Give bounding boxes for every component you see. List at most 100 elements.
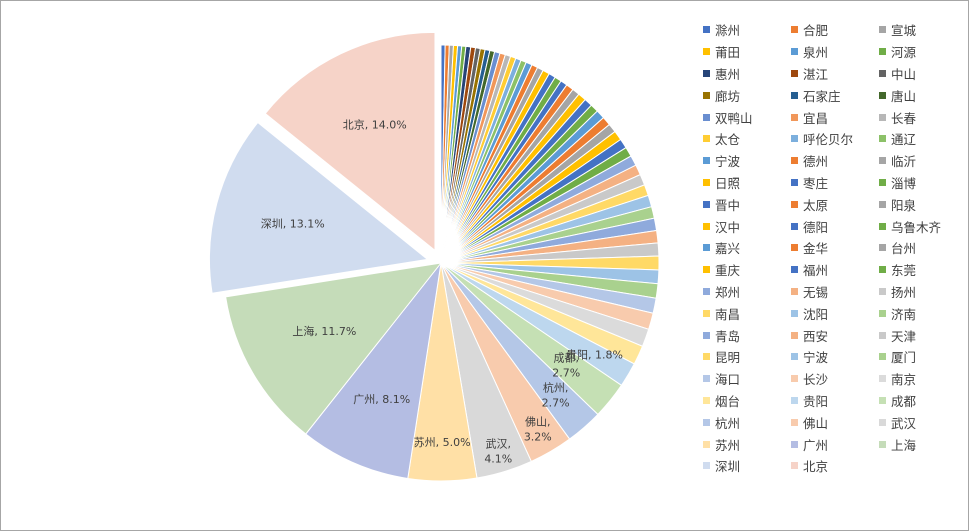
- legend-label: 德阳: [803, 219, 829, 235]
- legend-label: 南京: [891, 372, 917, 388]
- legend-item: 扬州: [879, 281, 963, 303]
- legend-label: 中山: [891, 66, 917, 82]
- legend-label: 长春: [891, 110, 917, 126]
- legend-item: 乌鲁木齐: [879, 215, 963, 237]
- legend-label: 双鸭山: [715, 110, 753, 126]
- legend-swatch: [791, 178, 798, 186]
- legend-item: 南京: [879, 368, 963, 390]
- data-label: 深圳, 13.1%: [261, 217, 325, 230]
- legend-swatch: [879, 266, 886, 274]
- legend-item: 南昌: [703, 302, 791, 324]
- legend-swatch: [879, 135, 886, 143]
- legend-item: 东莞: [879, 259, 963, 281]
- legend-swatch: [791, 69, 798, 77]
- legend-item: 武汉: [879, 411, 963, 433]
- legend-item: 滁州: [703, 19, 791, 41]
- legend-swatch: [879, 200, 886, 208]
- legend-label: 唐山: [891, 88, 917, 104]
- legend-swatch: [791, 418, 798, 426]
- pie-slice: [208, 121, 429, 294]
- legend-label: 昆明: [715, 350, 741, 366]
- legend-item: 重庆: [703, 259, 791, 281]
- legend-swatch: [703, 309, 710, 317]
- legend-item: 合肥: [791, 19, 879, 41]
- legend-label: 临沂: [891, 154, 917, 170]
- legend-item: 深圳: [703, 455, 791, 477]
- legend-label: 呼伦贝尔: [803, 132, 854, 148]
- legend-item: 湛江: [791, 63, 879, 85]
- legend-label: 宁波: [803, 350, 829, 366]
- legend-item: 昆明: [703, 346, 791, 368]
- pie-chart: 北京, 14.0% 深圳, 13.1% 上海, 11.7% 广州, 8.1% 苏州, 5…: [208, 31, 660, 482]
- data-label: 广州, 8.1%: [353, 393, 410, 406]
- legend-item: 长春: [879, 106, 963, 128]
- legend-label: 佛山: [803, 415, 829, 431]
- legend-label: 德州: [803, 154, 829, 170]
- legend-item: 杭州: [703, 411, 791, 433]
- legend-label: 太原: [803, 197, 829, 213]
- legend-label: 贵阳: [803, 393, 829, 409]
- legend-item: 烟台: [703, 390, 791, 412]
- legend-item: 日照: [703, 172, 791, 194]
- legend-swatch: [879, 26, 886, 34]
- legend-label: 太仓: [715, 132, 741, 148]
- legend-item: 枣庄: [791, 172, 879, 194]
- legend-item: 济南: [879, 302, 963, 324]
- legend-item: 无锡: [791, 281, 879, 303]
- legend-label: 青岛: [715, 328, 741, 344]
- legend-label: 重庆: [715, 263, 741, 279]
- legend-item: 太仓: [703, 128, 791, 150]
- legend-swatch: [703, 135, 710, 143]
- legend-swatch: [879, 178, 886, 186]
- legend-label: 金华: [803, 241, 829, 257]
- pie-slice: [225, 262, 443, 435]
- legend-item: 德州: [791, 150, 879, 172]
- legend-item: 宜昌: [791, 106, 879, 128]
- legend-label: 阳泉: [891, 197, 917, 213]
- legend-label: 南昌: [715, 306, 741, 322]
- legend-swatch: [791, 440, 798, 448]
- legend-item: 上海: [879, 433, 963, 455]
- legend-swatch: [703, 266, 710, 274]
- legend-swatch: [703, 200, 710, 208]
- legend-swatch: [703, 331, 710, 339]
- pie-slice: [264, 31, 436, 252]
- legend-label: 福州: [803, 263, 829, 279]
- legend-swatch: [879, 375, 886, 383]
- legend-swatch: [879, 222, 886, 230]
- legend-swatch: [791, 157, 798, 165]
- legend-swatch: [703, 375, 710, 383]
- legend-label: 天津: [891, 328, 917, 344]
- legend-swatch: [791, 200, 798, 208]
- legend-item: 金华: [791, 237, 879, 259]
- legend-item: 晋中: [703, 193, 791, 215]
- legend-label: 廊坊: [715, 88, 741, 104]
- legend-label: 泉州: [803, 45, 829, 61]
- legend-swatch: [879, 309, 886, 317]
- legend-label: 烟台: [715, 393, 741, 409]
- legend-label: 北京: [803, 459, 829, 475]
- legend-item: 海口: [703, 368, 791, 390]
- legend-label: 沈阳: [803, 306, 829, 322]
- legend-item: 汉中: [703, 215, 791, 237]
- legend-label: 宣城: [891, 23, 917, 39]
- legend-item: 贵阳: [791, 390, 879, 412]
- pie-slice: [305, 261, 442, 480]
- data-label: 杭州, 2.7%: [542, 380, 570, 409]
- legend-label: 郑州: [715, 284, 741, 300]
- legend-item: 天津: [879, 324, 963, 346]
- legend-label: 晋中: [715, 197, 741, 213]
- legend-swatch: [703, 48, 710, 56]
- legend-swatch: [703, 396, 710, 404]
- data-label: 成都, 2.7%: [552, 352, 580, 380]
- legend-swatch: [791, 266, 798, 274]
- legend-swatch: [703, 69, 710, 77]
- legend-item: 廊坊: [703, 84, 791, 106]
- legend-label: 枣庄: [803, 175, 829, 191]
- legend-label: 厦门: [891, 350, 917, 366]
- legend-swatch: [703, 418, 710, 426]
- legend-label: 长沙: [803, 372, 829, 388]
- pie-slices: [208, 31, 660, 482]
- legend-item: 莆田: [703, 41, 791, 63]
- legend-item: 嘉兴: [703, 237, 791, 259]
